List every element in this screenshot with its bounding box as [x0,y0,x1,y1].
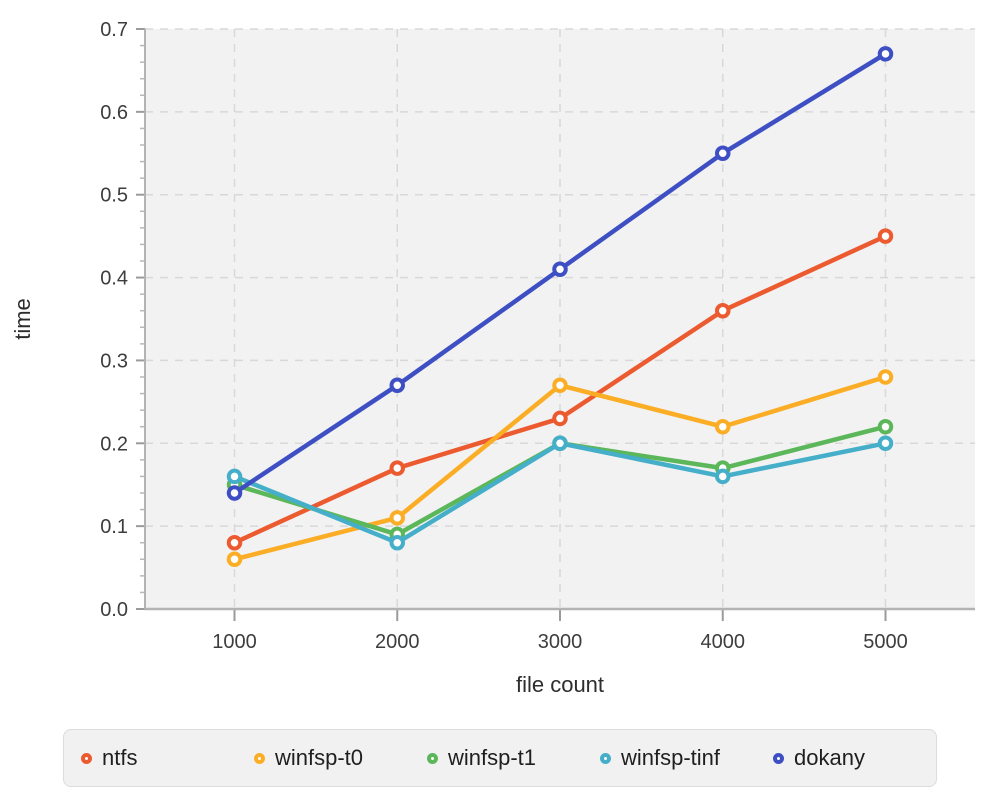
data-point-marker [714,145,731,162]
data-point-marker [389,534,406,551]
x-tick-label: 2000 [375,631,420,653]
x-axis-title: file count [516,672,604,697]
data-point-marker [226,551,243,568]
legend-item-dokany[interactable]: dokany [773,745,865,771]
x-tick-label: 4000 [700,631,745,653]
legend-marker-icon [600,752,611,764]
y-tick-label: 0.2 [100,433,128,455]
legend-item-ntfs[interactable]: ntfs [81,745,254,771]
gridlines [145,28,975,609]
chart-legend: ntfs winfsp-t0 winfsp-t1 winfsp-tinf dokany [63,729,937,787]
legend-label: ntfs [102,745,138,770]
data-point-marker [552,435,568,452]
x-tick-label: 1000 [212,631,257,653]
data-point-marker [389,510,406,526]
axis-major-ticks [136,28,887,621]
line-chart-plot: 0.0 0.1 0.2 0.3 0.4 0.5 0.6 0.7 1000 2000 3000 4000… [10,19,975,697]
data-point-marker [877,228,894,244]
y-tick-label: 0.7 [100,19,128,41]
legend-label: winfsp-t1 [448,745,537,770]
y-tick-label: 0.3 [100,350,128,372]
legend-item-winfsp-t0[interactable]: winfsp-t0 [254,745,427,771]
x-tick-label: 3000 [538,631,583,653]
series-ntfs [226,228,894,551]
series-winfsp-tinf [226,435,894,551]
y-tick-label: 0.5 [100,185,128,207]
data-point-marker [226,534,243,551]
data-point-marker [226,468,243,485]
legend-label: winfsp-tinf [621,745,721,770]
legend-marker-icon [427,752,438,764]
y-axis-title: time [10,298,35,340]
y-tick-label: 0.4 [100,268,128,290]
y-tick-label: 0.6 [100,102,128,124]
data-point-marker [389,460,406,476]
legend-item-winfsp-tinf[interactable]: winfsp-tinf [600,745,773,771]
data-point-marker [877,435,894,452]
legend-marker-icon [81,752,92,764]
data-point-marker [552,261,568,278]
data-point-marker [552,410,568,427]
legend-label: winfsp-t0 [275,745,364,770]
legend-label: dokany [794,745,865,770]
legend-item-winfsp-t1[interactable]: winfsp-t1 [427,745,600,771]
data-point-marker [714,302,731,319]
y-tick-label: 0.0 [100,599,128,621]
data-point-marker [877,369,894,385]
data-point-marker [552,377,568,394]
data-point-marker [226,485,243,501]
data-point-marker [877,418,894,435]
legend-marker-icon [254,752,265,764]
data-point-marker [714,468,731,485]
series-winfsp-t0 [226,369,894,568]
x-tick-label: 5000 [863,631,908,653]
data-point-marker [714,418,731,435]
series-dokany [226,46,894,501]
data-point-marker [877,46,894,62]
data-point-marker [389,377,406,394]
y-tick-label: 0.1 [100,516,128,538]
legend-marker-icon [773,752,784,764]
